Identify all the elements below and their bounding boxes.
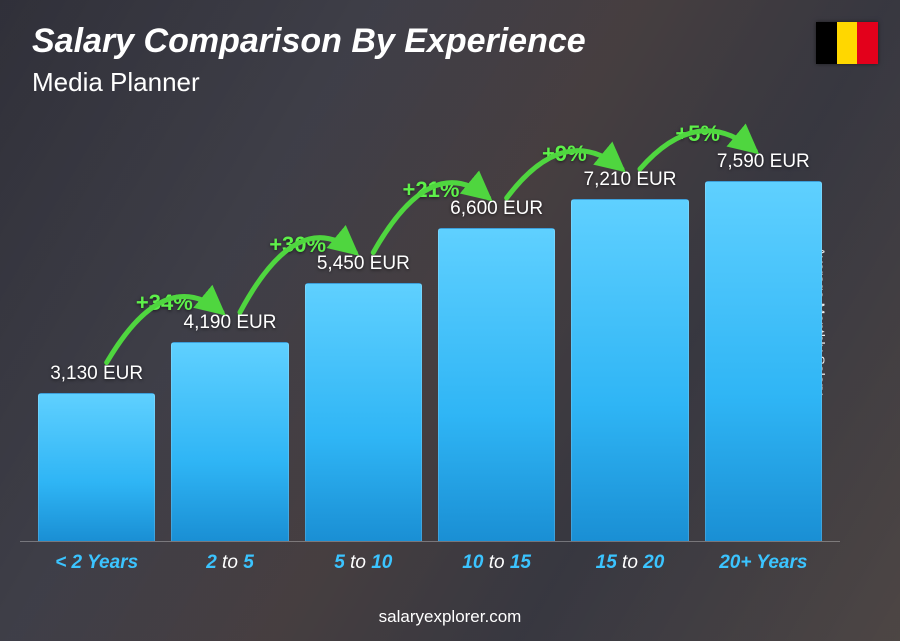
pct-label: +21%	[403, 177, 460, 203]
bars-container: 3,130 EUR 4,190 EUR 5,450 EUR 6,600 EUR 7,21…	[20, 110, 840, 541]
pct-label: +34%	[136, 290, 193, 316]
bar-group: 4,190 EUR	[171, 312, 288, 541]
bar-group: 6,600 EUR	[438, 198, 555, 541]
x-axis-label: 20+ Years	[705, 542, 822, 581]
subtitle: Media Planner	[32, 67, 586, 98]
x-axis-label: 15 to 20	[571, 542, 688, 581]
x-axis-label: 5 to 10	[305, 542, 422, 581]
bar	[571, 199, 688, 541]
bar-chart: 3,130 EUR 4,190 EUR 5,450 EUR 6,600 EUR 7,21…	[20, 110, 840, 581]
pct-label: +5%	[675, 121, 720, 147]
bar-group: 3,130 EUR	[38, 363, 155, 541]
bar	[305, 283, 422, 541]
bar-value-label: 7,590 EUR	[717, 151, 810, 173]
bar-value-label: 5,450 EUR	[317, 253, 410, 275]
header: Salary Comparison By Experience Media Pl…	[32, 22, 586, 98]
bar	[38, 393, 155, 541]
x-axis: < 2 Years 2 to 5 5 to 10 10 to 15 15 to 20 20…	[20, 541, 840, 581]
x-axis-label: < 2 Years	[38, 542, 155, 581]
bar	[438, 228, 555, 541]
bar	[171, 342, 288, 541]
x-axis-label: 10 to 15	[438, 542, 555, 581]
bar-group: 5,450 EUR	[305, 253, 422, 541]
footer: salaryexplorer.com	[0, 607, 900, 627]
title: Salary Comparison By Experience	[32, 22, 586, 61]
flag-icon	[816, 22, 878, 64]
bar-value-label: 4,190 EUR	[184, 312, 277, 334]
x-axis-label: 2 to 5	[171, 542, 288, 581]
bar-group: 7,590 EUR	[705, 151, 822, 541]
flag-stripe-2	[837, 22, 858, 64]
flag-stripe-3	[857, 22, 878, 64]
pct-label: +30%	[269, 232, 326, 258]
bar-value-label: 3,130 EUR	[50, 363, 143, 385]
bar-value-label: 6,600 EUR	[450, 198, 543, 220]
bar	[705, 181, 822, 541]
bar-group: 7,210 EUR	[571, 169, 688, 541]
bar-value-label: 7,210 EUR	[584, 169, 677, 191]
flag-stripe-1	[816, 22, 837, 64]
pct-label: +9%	[542, 141, 587, 167]
